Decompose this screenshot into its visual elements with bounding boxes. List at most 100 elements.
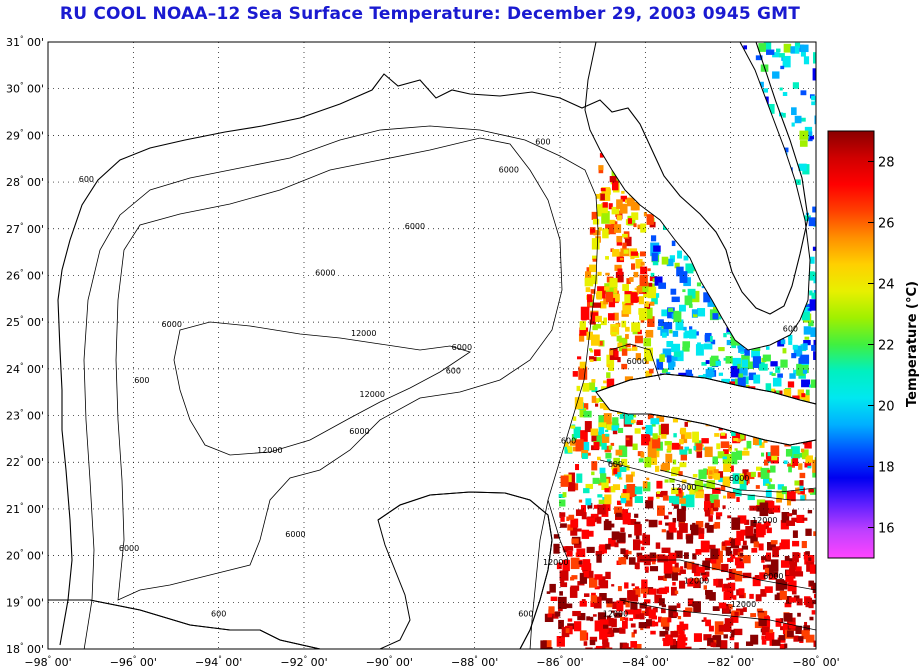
sst-pixel [792, 82, 799, 89]
sst-pixel [594, 586, 600, 590]
sst-pixel [709, 507, 714, 514]
sst-pixel [731, 629, 735, 636]
sst-pixel [761, 556, 767, 560]
sst-pixel [731, 517, 741, 530]
sst-pixel [739, 366, 748, 376]
sst-pixel [794, 42, 801, 48]
sst-pixel [594, 574, 603, 580]
sst-pixel [640, 451, 645, 458]
sst-pixel [625, 495, 633, 507]
sst-pixel [791, 589, 797, 595]
sst-pixel [617, 357, 621, 363]
sst-pixel [726, 339, 733, 346]
sst-pixel [752, 356, 761, 368]
sst-pixel [689, 326, 693, 330]
sst-pixel [639, 613, 645, 620]
sst-pixel [597, 612, 607, 621]
sst-pixel [601, 203, 608, 214]
sst-pixel [769, 640, 773, 646]
sst-pixel [600, 187, 606, 192]
sst-pixel [617, 342, 623, 348]
sst-pixel [714, 433, 720, 437]
sst-pixel [730, 612, 739, 623]
contour-label: 600 [211, 609, 226, 618]
sst-pixel [702, 574, 708, 582]
sst-pixel [578, 366, 588, 380]
sst-pixel [727, 492, 736, 499]
sst-pixel [649, 566, 659, 572]
sst-pixel [573, 416, 577, 421]
sst-pixel [637, 555, 646, 563]
sst-pixel [729, 465, 734, 472]
sst-pixel [610, 442, 615, 446]
lat-tick-label: 26° 00' [6, 268, 44, 282]
sst-pixel [786, 491, 796, 502]
sst-pixel [812, 459, 816, 473]
sst-pixel [800, 495, 805, 501]
sst-pixel [785, 449, 793, 457]
sst-pixel [661, 434, 667, 439]
sst-pixel [772, 505, 781, 513]
sst-pixel [619, 411, 627, 419]
sst-pixel [566, 550, 573, 557]
sst-pixel [777, 484, 784, 490]
sst-pixel [750, 471, 756, 477]
sst-pixel [793, 595, 800, 602]
sst-pixel [587, 530, 594, 537]
sst-pixel [769, 371, 773, 376]
sst-pixel [636, 421, 642, 425]
sst-pixel [692, 522, 696, 528]
sst-pixel [669, 329, 673, 334]
sst-pixel [627, 519, 637, 525]
contour-6000-east [547, 343, 816, 561]
sst-pixel [603, 317, 608, 323]
sst-pixel [583, 488, 590, 494]
sst-pixel [657, 554, 666, 563]
sst-pixel [779, 590, 787, 600]
sst-pixel [649, 588, 657, 595]
sst-pixel [737, 363, 741, 369]
sst-pixel [645, 358, 649, 364]
sst-pixel [599, 630, 608, 640]
sst-pixel [651, 560, 656, 565]
sst-pixel [677, 638, 686, 649]
sst-pixel [574, 397, 584, 410]
sst-pixel [613, 457, 620, 465]
sst-pixel [772, 52, 780, 58]
sst-pixel [722, 606, 728, 613]
sst-pixel [632, 443, 638, 451]
sst-pixel [640, 281, 649, 293]
sst-pixel [733, 628, 743, 636]
sst-pixel [752, 437, 759, 445]
sst-pixel [580, 306, 590, 320]
sst-pixel [655, 465, 660, 472]
sst-pixel [593, 441, 600, 449]
sst-pixel [590, 595, 598, 603]
sst-pixel [646, 477, 650, 481]
sst-pixel [650, 235, 657, 242]
sst-pixel [732, 473, 741, 484]
lat-tick-label: 30° 00' [6, 82, 44, 96]
sst-pixel [779, 53, 785, 58]
sst-pixel [564, 603, 573, 609]
sst-pixel [812, 68, 816, 81]
sst-pixel [614, 224, 622, 233]
sst-pixel [633, 271, 639, 278]
lat-tick-label: 27° 00' [6, 222, 44, 236]
sst-pixel [799, 485, 804, 492]
sst-pixel [721, 563, 729, 573]
lat-lon-grid [48, 42, 816, 649]
sst-pixel [712, 606, 720, 611]
sst-pixel [654, 594, 662, 604]
sst-pixel [571, 575, 578, 580]
sst-pixel [581, 564, 589, 571]
sst-pixel [673, 648, 681, 649]
sst-pixel [646, 214, 654, 225]
sst-pixel [800, 50, 806, 57]
sst-pixel [629, 617, 634, 621]
sst-pixel [750, 613, 757, 618]
sst-pixel [791, 353, 797, 359]
sst-pixel [670, 630, 679, 638]
sst-pixel [742, 540, 747, 546]
sst-pixel [738, 477, 744, 484]
